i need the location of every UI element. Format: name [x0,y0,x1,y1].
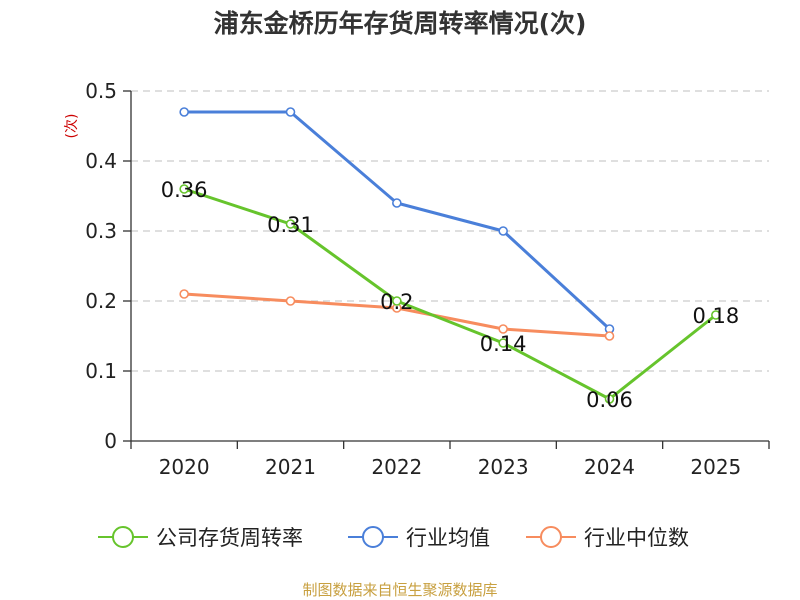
y-tick-label: 0.5 [85,79,117,103]
x-tick-label: 2020 [159,455,210,479]
series-line [183,187,717,401]
chart-title: 浦东金桥历年存货周转率情况(次) [214,9,587,38]
data-point [498,324,508,334]
data-label: 0.31 [267,213,314,237]
axes [123,90,770,449]
legend-label: 公司存货周转率 [156,526,303,550]
legend: 公司存货周转率 行业均值 行业中位数 [98,526,689,550]
data-point [498,226,508,236]
x-tick-label: 2023 [478,455,529,479]
data-label: 0.18 [692,304,739,328]
data-point [604,394,615,404]
legend-marker [540,526,562,548]
data-label: 0.06 [586,388,633,412]
series-group [179,107,721,404]
data-point [711,310,721,320]
y-tick-labels: 0 0.1 0.2 0.3 0.4 0.5 [85,79,117,453]
y-tick-label: 0.3 [85,219,117,243]
legend-label: 行业中位数 [584,526,689,550]
data-point [179,107,189,117]
y-axis-label: (次) [64,114,80,139]
source-note: 制图数据来自恒生聚源数据库 [302,581,497,599]
legend-marker [112,526,134,548]
data-label: 0.2 [380,290,413,314]
data-point [179,289,189,299]
x-tick-labels: 2020 2021 2022 2023 2024 2025 [159,455,742,479]
y-tick-label: 0.2 [85,289,117,313]
data-point [604,331,615,341]
data-point [498,338,508,348]
y-tick-label: 0.4 [85,149,117,173]
x-tick-label: 2025 [690,455,741,479]
data-point [285,296,296,306]
grid-lines [131,90,769,372]
x-tick-label: 2022 [371,455,422,479]
y-tick-label: 0 [104,429,117,453]
data-point [285,107,296,117]
legend-label: 行业均值 [406,526,490,550]
legend-marker [362,526,384,548]
data-label: 0.14 [480,332,527,356]
data-label: 0.36 [161,178,208,202]
data-labels: 0.36 0.31 0.2 0.14 0.06 0.18 [161,178,739,412]
data-point [179,184,189,194]
y-tick-label: 0.1 [85,359,117,383]
data-point [392,198,402,208]
x-tick-label: 2021 [265,455,316,479]
x-tick-label: 2024 [584,455,635,479]
data-point [392,296,402,306]
data-point [285,219,296,229]
